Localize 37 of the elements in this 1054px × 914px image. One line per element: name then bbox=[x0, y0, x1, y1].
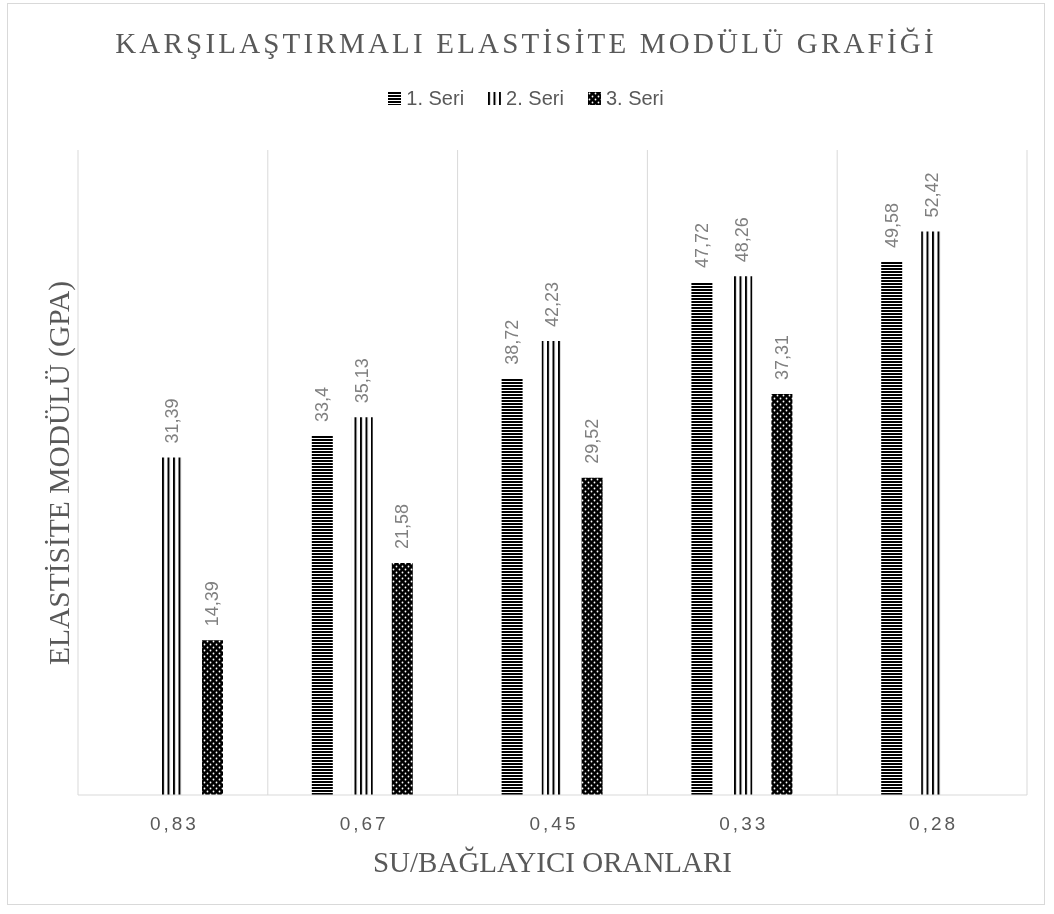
bar bbox=[501, 378, 523, 795]
bar bbox=[921, 231, 943, 795]
bar bbox=[541, 341, 563, 795]
bar bbox=[311, 435, 333, 795]
data-label: 48,26 bbox=[731, 217, 752, 263]
chart-title: KARŞILAŞTIRMALI ELASTİSİTE MODÜLÜ GRAFİĞİ bbox=[114, 27, 938, 59]
legend-label: 1. Seri bbox=[406, 86, 465, 110]
x-axis-title: SU/BAĞLAYICI ORANLARI bbox=[372, 846, 733, 878]
bar bbox=[881, 262, 903, 795]
bar bbox=[771, 393, 793, 795]
data-label: 38,72 bbox=[502, 319, 523, 365]
legend-label: 2. Seri bbox=[506, 86, 564, 110]
bar bbox=[691, 282, 713, 795]
data-label: 31,39 bbox=[162, 398, 183, 444]
data-label: 37,31 bbox=[771, 334, 792, 380]
legend-label: 3. Seri bbox=[605, 86, 664, 110]
data-label: 35,13 bbox=[352, 358, 373, 404]
bar bbox=[731, 276, 753, 795]
data-label: 52,42 bbox=[921, 172, 942, 218]
x-tick-label: 0,83 bbox=[149, 812, 199, 834]
data-label: 29,52 bbox=[582, 418, 603, 464]
x-tick-label: 0,67 bbox=[339, 812, 389, 834]
x-tick-label: 0,33 bbox=[719, 812, 769, 834]
bar bbox=[391, 563, 413, 795]
data-label: 49,58 bbox=[881, 202, 902, 249]
data-label: 14,39 bbox=[202, 581, 223, 627]
data-label: 21,58 bbox=[392, 503, 413, 550]
x-tick-label: 0,28 bbox=[909, 812, 959, 834]
y-axis-title: ELASTİSİTE MODÜLÜ (GPA) bbox=[43, 280, 75, 666]
data-label: 42,23 bbox=[542, 281, 563, 328]
x-tick-label: 0,45 bbox=[529, 812, 579, 834]
bar bbox=[351, 417, 373, 795]
data-label: 33,4 bbox=[312, 386, 333, 422]
bar bbox=[202, 640, 223, 795]
data-label: 47,72 bbox=[691, 222, 712, 269]
bar bbox=[162, 457, 183, 795]
bar bbox=[581, 477, 603, 795]
